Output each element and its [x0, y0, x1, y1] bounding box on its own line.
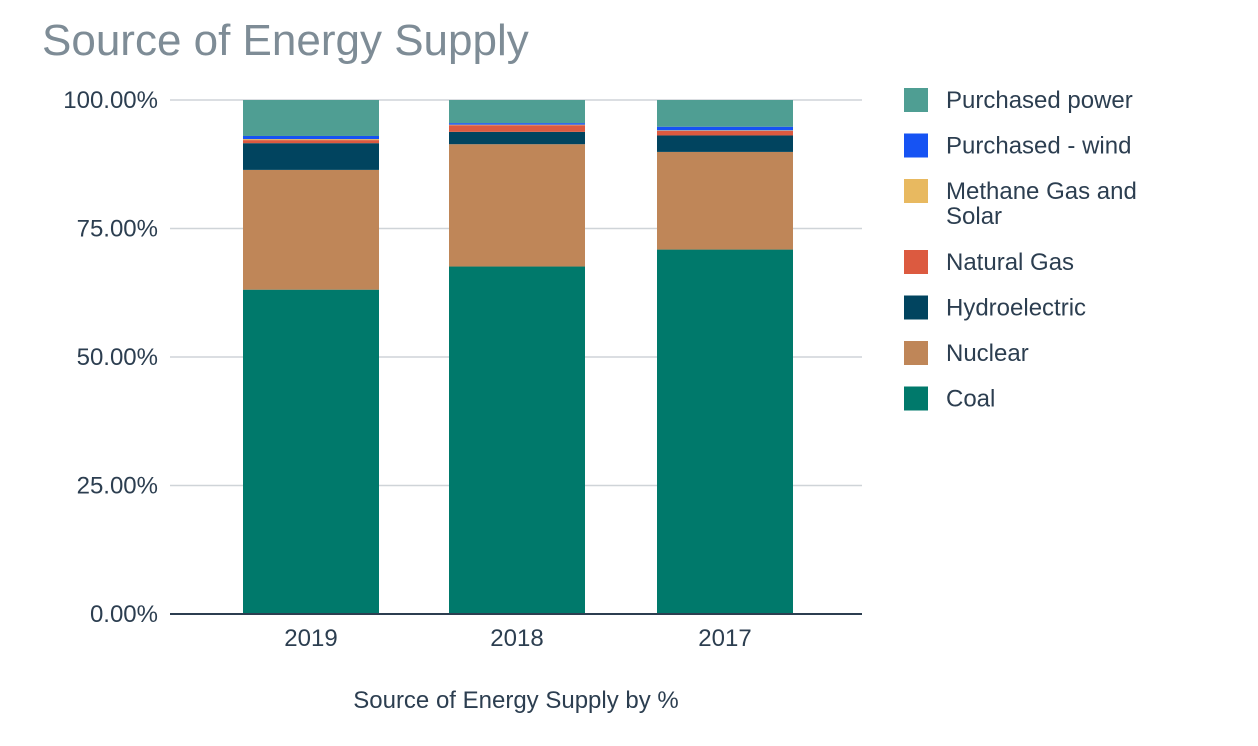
legend-swatch: [904, 250, 928, 274]
legend-item-purchased-wind[interactable]: Purchased - wind: [904, 133, 1131, 160]
bar-segment-natural-gas-2018: [449, 125, 585, 132]
bar-segment-hydroelectric-2018: [449, 131, 585, 145]
bar-segment-nuclear-2019: [243, 169, 379, 290]
bar-segment-nuclear-2017: [657, 151, 793, 250]
legend-item-purchased-power[interactable]: Purchased power: [904, 87, 1133, 114]
bar-stack-2017: [657, 100, 793, 614]
bar-segment-hydroelectric-2019: [243, 143, 379, 170]
bar-segment-coal-2018: [449, 266, 585, 614]
y-tick-label: 0.00%: [90, 601, 158, 628]
bar-segment-coal-2017: [657, 249, 793, 614]
bar-segment-purchased-wind-2019: [243, 135, 379, 140]
legend-swatch: [904, 88, 928, 112]
x-axis-label: Source of Energy Supply by %: [353, 687, 679, 714]
legend-item-nuclear[interactable]: Nuclear: [904, 340, 1029, 367]
y-tick-label: 75.00%: [77, 216, 158, 243]
bar-stack-2019: [243, 100, 379, 614]
bar-segment-natural-gas-2017: [657, 130, 793, 136]
x-axis-ticks: 2019 2018 2017: [284, 625, 751, 652]
y-axis-ticks: 0.00% 25.00% 50.00% 75.00% 100.00%: [63, 87, 158, 628]
bar-segment-nuclear-2018: [449, 144, 585, 267]
legend-swatch: [904, 179, 928, 203]
bar-segment-purchased-wind-2017: [657, 126, 793, 131]
legend-swatch: [904, 341, 928, 365]
legend-item-natural-gas[interactable]: Natural Gas: [904, 249, 1074, 276]
y-tick-label: 50.00%: [77, 344, 158, 371]
legend-label: Purchased - wind: [946, 133, 1131, 160]
x-tick-label: 2019: [284, 625, 337, 652]
legend-item-hydroelectric[interactable]: Hydroelectric: [904, 295, 1086, 322]
legend-label: Nuclear: [946, 340, 1029, 367]
legend-label: Methane Gas and Solar: [946, 178, 1137, 230]
legend-label: Hydroelectric: [946, 295, 1086, 322]
bar-segment-methane-gas-and-solar-2017: [657, 130, 793, 131]
x-tick-label: 2018: [490, 625, 543, 652]
bar-stack-2018: [449, 100, 585, 614]
bar-segment-hydroelectric-2017: [657, 135, 793, 152]
legend-item-coal[interactable]: Coal: [904, 386, 995, 413]
legend-item-methane-gas-and-solar[interactable]: Methane Gas and Solar: [904, 178, 1137, 230]
legend-swatch: [904, 386, 928, 411]
legend-label: Purchased power: [946, 87, 1133, 114]
y-tick-label: 100.00%: [63, 87, 158, 114]
bar-segment-purchased-power-2017: [657, 100, 793, 127]
legend-label: Coal: [946, 386, 995, 413]
bar-segment-purchased-power-2018: [449, 100, 585, 124]
bar-segment-methane-gas-and-solar-2018: [449, 124, 585, 126]
bars: [243, 100, 793, 614]
chart-title: Source of Energy Supply: [42, 16, 529, 65]
y-tick-label: 25.00%: [77, 473, 158, 500]
legend-swatch: [904, 295, 928, 320]
legend: Purchased power Purchased - wind Methane G…: [904, 87, 1137, 413]
bar-segment-purchased-wind-2018: [449, 123, 585, 125]
bar-segment-methane-gas-and-solar-2019: [243, 139, 379, 141]
bar-segment-coal-2019: [243, 289, 379, 614]
x-tick-label: 2017: [698, 625, 751, 652]
bar-segment-natural-gas-2019: [243, 140, 379, 144]
legend-swatch: [904, 133, 928, 158]
bar-segment-purchased-power-2019: [243, 100, 379, 136]
legend-label: Natural Gas: [946, 249, 1074, 276]
